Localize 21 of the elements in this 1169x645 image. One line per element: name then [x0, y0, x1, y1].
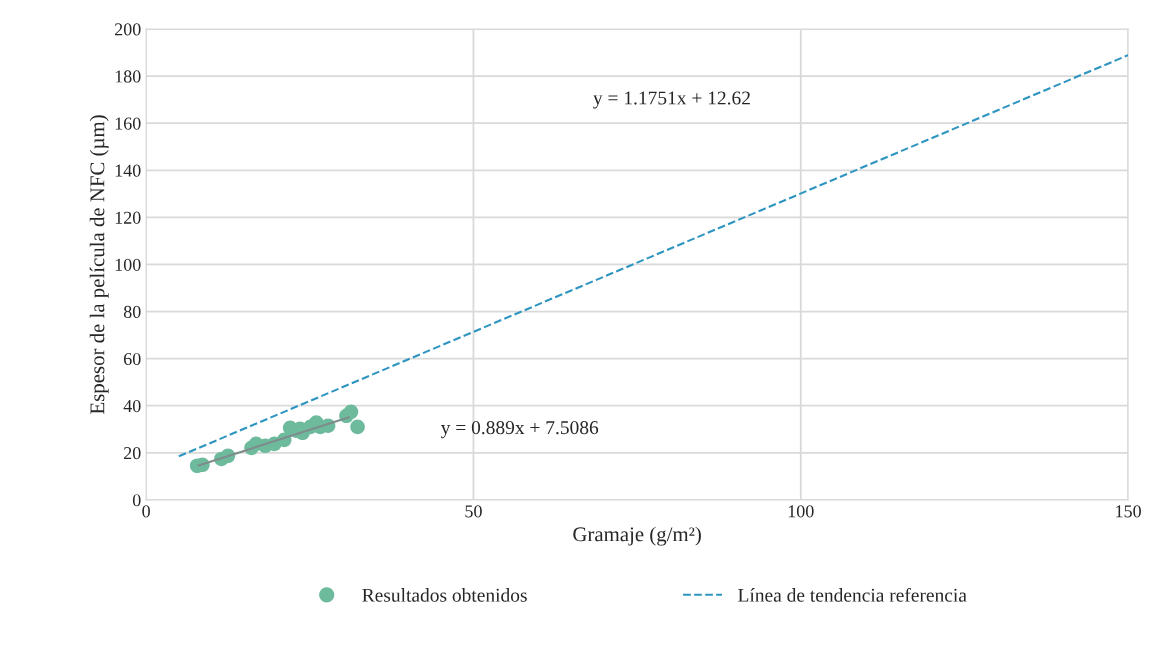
y-tick-label: 120 — [115, 211, 141, 224]
y-tick-label: 140 — [115, 164, 141, 177]
y-tick-label: 180 — [115, 70, 141, 83]
y-tick-label: 100 — [115, 258, 141, 271]
x-tick-label: 0 — [142, 505, 150, 518]
y-tick-label: 200 — [114, 23, 141, 36]
y-tick-label: 60 — [123, 352, 141, 366]
x-tick-label: 100 — [788, 505, 814, 518]
annotation: y = 1.1751x + 12.62 — [593, 91, 750, 109]
y-tick-label: 0 — [132, 494, 141, 507]
y-tick-label: 20 — [124, 447, 141, 460]
legend-label: Línea de tendencia referencia — [738, 587, 967, 602]
y-tick-label: 40 — [123, 399, 141, 413]
y-tick-label: 160 — [115, 117, 141, 130]
y-tick-label: 80 — [123, 305, 141, 318]
annotation: y = 0.889x + 7.5086 — [440, 421, 599, 439]
x-tick-label: 50 — [465, 505, 482, 518]
legend-label: Resultados obtenidos — [362, 588, 527, 602]
x-tick-label: 150 — [1116, 505, 1141, 518]
x-axis-title: Gramaje (g/m²) — [573, 526, 701, 546]
y-axis-title: Espesor de la película de NFC (µm) — [89, 115, 109, 414]
